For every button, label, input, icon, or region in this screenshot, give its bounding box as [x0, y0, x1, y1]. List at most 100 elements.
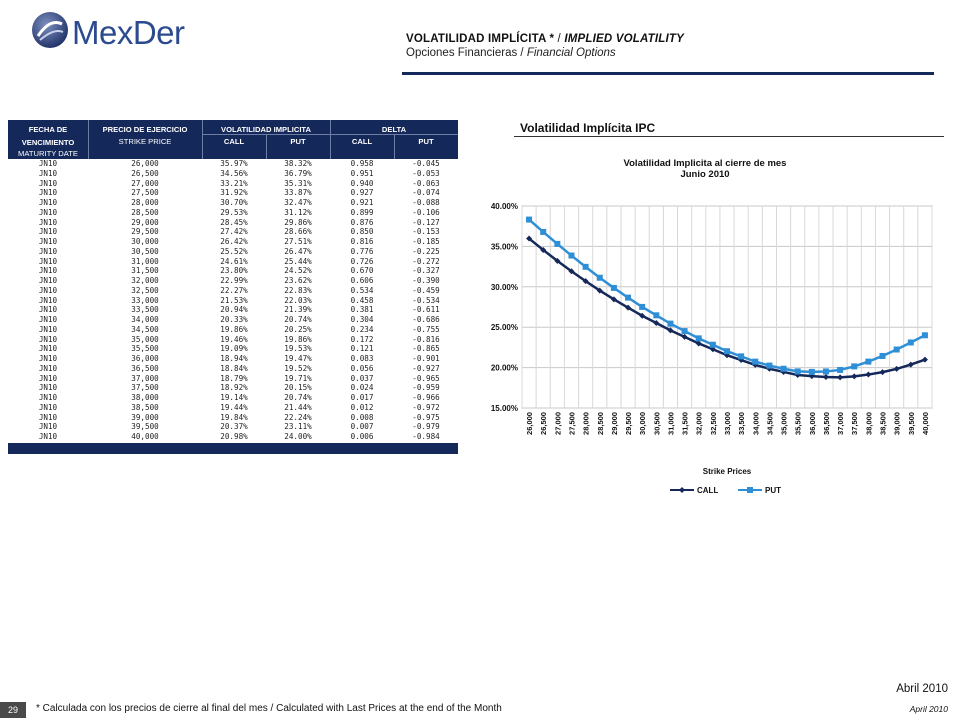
cell-vol-put: 19.71% — [284, 373, 312, 383]
cell-vol-put: 21.39% — [284, 305, 312, 315]
cell-strike: 29,000 — [131, 217, 159, 227]
call-point — [568, 268, 575, 275]
cell-strike: 26,000 — [131, 159, 159, 168]
cell-delta-call: 0.172 — [350, 334, 374, 344]
header-vol-put: PUT — [290, 137, 306, 146]
cell-maturity: JN10 — [38, 198, 58, 207]
cell-delta-call: 0.458 — [350, 295, 374, 305]
cell-delta-call: 0.940 — [350, 178, 374, 188]
cell-vol-call: 35.97% — [220, 159, 248, 168]
cell-maturity: JN10 — [38, 237, 58, 246]
table-row: JN10 26,000 35.97% 38.32% 0.958 -0.045 — [8, 159, 458, 169]
table-row: JN10 36,500 18.84% 19.52% 0.056 -0.927 — [8, 364, 458, 374]
put-point — [780, 365, 787, 372]
cell-maturity: JN10 — [38, 178, 58, 188]
cell-delta-call: 0.304 — [350, 315, 374, 324]
cell-vol-put: 21.44% — [284, 402, 312, 412]
cell-vol-call: 19.44% — [220, 402, 248, 412]
table-row: JN10 31,500 23.80% 24.52% 0.670 -0.327 — [8, 266, 458, 276]
call-point — [653, 319, 660, 326]
cell-vol-put: 32.47% — [284, 198, 312, 207]
subtitle-es: Opciones Financieras — [406, 47, 518, 59]
header-vencimiento: VENCIMIENTO — [21, 138, 75, 147]
cell-strike: 37,500 — [131, 383, 159, 393]
table-footer-bar — [8, 442, 458, 454]
header-delta-put: PUT — [418, 137, 434, 146]
cell-strike: 31,500 — [131, 266, 159, 276]
put-point — [766, 362, 773, 369]
cell-strike: 36,500 — [131, 363, 159, 373]
put-point — [752, 358, 759, 365]
call-point — [879, 369, 886, 376]
header-divider — [266, 134, 267, 159]
volatility-table: FECHA DE VENCIMIENTO MATURITY DATE PRECI… — [8, 120, 458, 454]
cell-vol-put: 20.15% — [284, 383, 312, 393]
cell-delta-put: -0.106 — [412, 207, 440, 217]
x-tick-label: 38,500 — [879, 412, 888, 435]
cell-strike: 27,000 — [131, 178, 159, 188]
put-point — [639, 303, 646, 310]
put-point — [695, 335, 702, 342]
cell-delta-call: 0.670 — [350, 266, 374, 276]
cell-delta-put: -0.390 — [412, 276, 440, 285]
cell-delta-put: -0.611 — [412, 305, 440, 315]
header-subrule — [202, 134, 458, 135]
cell-vol-put: 23.11% — [284, 422, 312, 432]
cell-maturity: JN10 — [38, 295, 58, 305]
cell-vol-call: 19.84% — [220, 412, 248, 422]
call-point — [667, 327, 674, 334]
cell-maturity: JN10 — [38, 168, 58, 178]
cell-vol-put: 20.74% — [284, 393, 312, 402]
cell-delta-put: -0.975 — [412, 412, 440, 422]
cell-delta-put: -0.966 — [412, 393, 440, 402]
header-strike: STRIKE PRICE — [118, 137, 172, 146]
cell-vol-call: 30.70% — [220, 198, 248, 207]
cell-vol-call: 19.86% — [220, 324, 248, 334]
cell-delta-put: -0.088 — [412, 198, 440, 207]
put-point — [794, 368, 801, 375]
x-tick-label: 33,000 — [723, 412, 732, 435]
call-point — [837, 374, 844, 381]
x-tick-label: 35,500 — [794, 412, 803, 435]
cell-vol-call: 23.80% — [220, 266, 248, 276]
cell-delta-call: 0.234 — [350, 324, 374, 334]
title-es: VOLATILIDAD IMPLÍCITA * — [406, 33, 555, 45]
cell-strike: 30,000 — [131, 237, 159, 246]
cell-delta-call: 0.006 — [350, 432, 374, 441]
cell-strike: 26,500 — [131, 168, 159, 178]
cell-maturity: JN10 — [38, 432, 58, 441]
call-point — [610, 296, 617, 303]
cell-strike: 38,000 — [131, 393, 159, 402]
cell-vol-put: 31.12% — [284, 207, 312, 217]
cell-maturity: JN10 — [38, 256, 58, 266]
cell-delta-call: 0.850 — [350, 227, 374, 237]
cell-vol-call: 19.46% — [220, 334, 248, 344]
cell-strike: 40,000 — [131, 432, 159, 441]
title-en: IMPLIED VOLATILITY — [564, 33, 684, 45]
cell-strike: 34,000 — [131, 315, 159, 324]
cell-vol-call: 26.42% — [220, 237, 248, 246]
table-row: JN10 27,000 33.21% 35.31% 0.940 -0.063 — [8, 179, 458, 189]
table-row: JN10 32,000 22.99% 23.62% 0.606 -0.390 — [8, 276, 458, 286]
volatility-line-chart: 15.00% 20.00% 25.00% 30.00% 35.00% 40.00% 26,0… — [491, 202, 933, 495]
cell-delta-put: -0.153 — [412, 227, 440, 237]
cell-vol-call: 20.98% — [220, 432, 248, 441]
chart-title-block: Volatilidad Implicita al cierre de mes J… — [540, 158, 870, 180]
table-row: JN10 37,000 18.79% 19.71% 0.037 -0.965 — [8, 374, 458, 384]
cell-vol-call: 24.61% — [220, 256, 248, 266]
cell-maturity: JN10 — [38, 373, 58, 383]
cell-delta-put: -0.074 — [412, 188, 440, 198]
cell-vol-call: 22.27% — [220, 285, 248, 295]
cell-vol-put: 24.52% — [284, 266, 312, 276]
cell-vol-put: 36.79% — [284, 168, 312, 178]
x-tick-label: 29,000 — [610, 412, 619, 435]
call-point — [865, 371, 872, 378]
cell-delta-call: 0.606 — [350, 276, 374, 285]
put-point — [653, 312, 660, 319]
x-tick-label: 34,000 — [751, 412, 760, 435]
cell-delta-put: -0.959 — [412, 383, 440, 393]
cell-maturity: JN10 — [38, 324, 58, 334]
y-tick-label: 25.00% — [491, 323, 518, 332]
cell-maturity: JN10 — [38, 344, 58, 354]
cell-vol-put: 20.25% — [284, 324, 312, 334]
